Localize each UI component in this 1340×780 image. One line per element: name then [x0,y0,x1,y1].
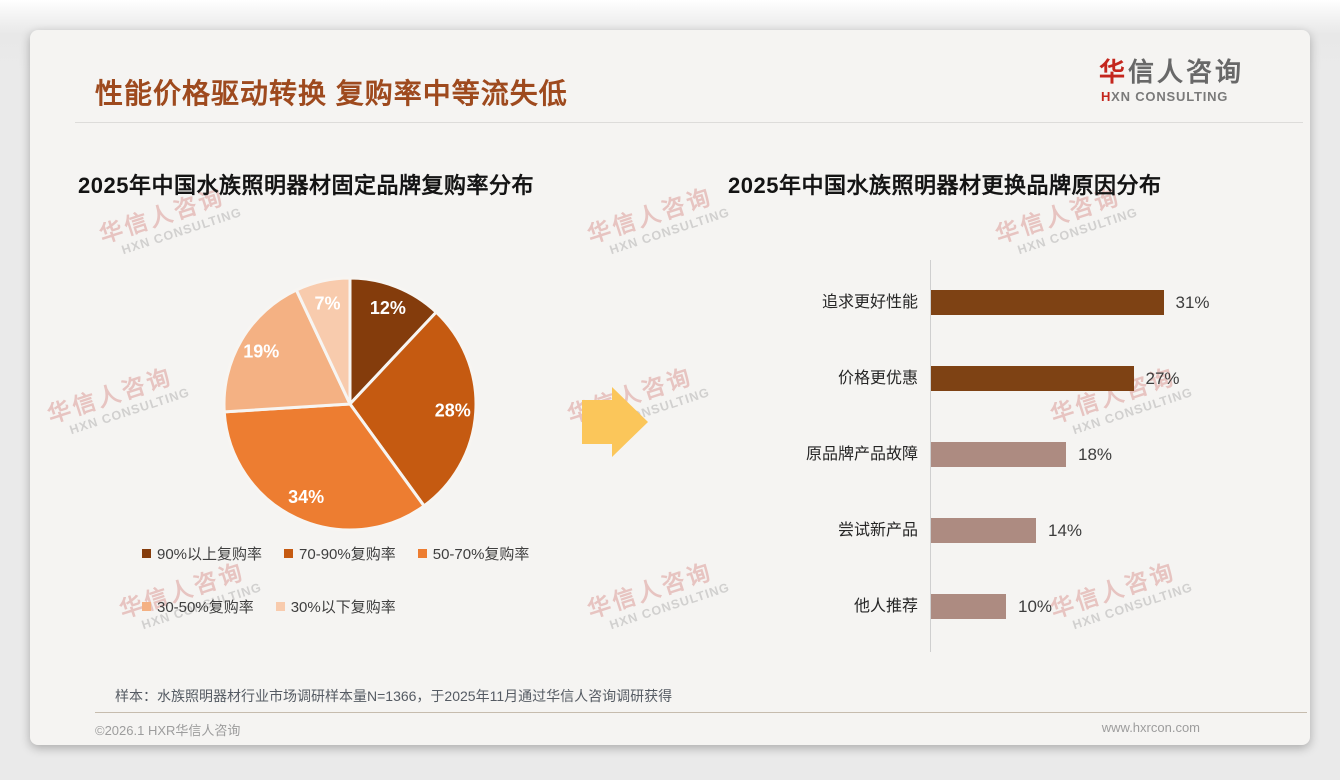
legend-item: 30%以下复购率 [275,596,396,617]
logo-english-name: HXN CONSULTING [1100,88,1229,104]
pie-data-label: 19% [243,342,279,362]
legend-label: 70-90%复购率 [299,546,396,563]
legend-label: 50-70%复购率 [432,546,530,563]
bar [931,290,1164,315]
brand-watermark: 华信人咨询 HXN CONSULTING [42,339,237,442]
bar-category-label: 他人推荐 [853,598,918,615]
pie-legend-row-1: 90%以上复购率 70-90%复购率 50-70%复购率 [142,543,529,564]
bar-category-label: 追求更好性能 [821,294,918,311]
pie-chart: 12% 28% 34% 19% 7% [222,276,478,532]
legend-item: 70-90%复购率 [284,543,396,564]
bar [931,518,1036,543]
bar-category-label: 价格更优惠 [837,370,918,387]
pie-legend-row-2: 30-50%复购率 30%以下复购率 [142,596,396,617]
bar [931,442,1066,467]
legend-item: 90%以上复购率 [142,543,262,564]
pie-slice [348,310,478,508]
legend-marker [142,549,151,558]
bar-value-label: 18% [1078,445,1113,464]
pie-data-label: 7% [314,294,340,314]
footer-website: www.hxrcon.com [1101,720,1200,735]
sample-footnote: 样本：水族照明器材行业市场调研样本量N=1366，于2025年11月通过华信人咨… [115,688,673,704]
legend-label: 90%以上复购率 [157,546,263,563]
legend-label: 30%以下复购率 [290,599,396,616]
footer-copyright: ©2026.1 HXR华信人咨询 [95,723,241,738]
bar-value-label: 27% [1145,369,1180,388]
watermark-chinese-text: 华信人咨询 [584,558,716,623]
pie-slice [222,288,352,414]
pie-data-label: 28% [435,401,471,421]
watermark-english-text: HXN CONSULTING [1070,580,1195,633]
bar [931,594,1006,619]
watermark-chinese-text: 华信人咨询 [1047,558,1179,623]
pie-chart-title: 2025年中国水族照明器材固定品牌复购率分布 [78,173,534,198]
brand-watermark: 华信人咨询 HXN CONSULTING [582,534,777,637]
bar-category-label: 尝试新产品 [837,522,918,539]
bar-category-label: 原品牌产品故障 [805,446,918,463]
pie-data-label: 12% [370,298,406,318]
legend-marker [417,549,427,558]
bar-value-label: 31% [1175,293,1210,312]
pie-slice [348,276,438,406]
watermark-english-text: HXN CONSULTING [119,205,244,258]
legend-item: 50-70%复购率 [417,543,530,564]
right-arrow-icon [582,387,648,457]
pie-data-label: 34% [288,487,324,507]
bar-chart-title: 2025年中国水族照明器材更换品牌原因分布 [728,173,1162,198]
watermark-chinese-text: 华信人咨询 [44,363,176,428]
watermark-english-text: HXN CONSULTING [1015,205,1140,258]
bar [931,366,1134,391]
company-logo: 华信人咨询 HXN CONSULTING [1099,58,1244,104]
pie-slice [222,402,426,532]
legend-item: 30-50%复购率 [142,596,254,617]
legend-marker [275,602,285,611]
legend-marker [142,602,151,611]
bar-value-label: 14% [1048,521,1083,540]
page-title: 性能价格驱动转换 复购率中等流失低 [95,78,568,109]
footer-divider [95,712,1307,713]
logo-chinese-name: 华信人咨询 [1098,57,1244,87]
bar-chart-axis [930,260,931,652]
bar-value-label: 10% [1018,597,1053,616]
header-divider [75,122,1303,123]
watermark-english-text: HXN CONSULTING [607,205,732,258]
brand-watermark: 华信人咨询 HXN CONSULTING [1045,534,1240,637]
watermark-english-text: HXN CONSULTING [67,385,192,438]
pie-slice [294,276,352,406]
legend-label: 30-50%复购率 [157,599,254,616]
legend-marker [284,549,294,558]
slide-card: 华信人咨询 HXN CONSULTING 华信人咨询 HXN CONSULTING 华信… [30,30,1310,745]
watermark-english-text: HXN CONSULTING [607,580,732,633]
